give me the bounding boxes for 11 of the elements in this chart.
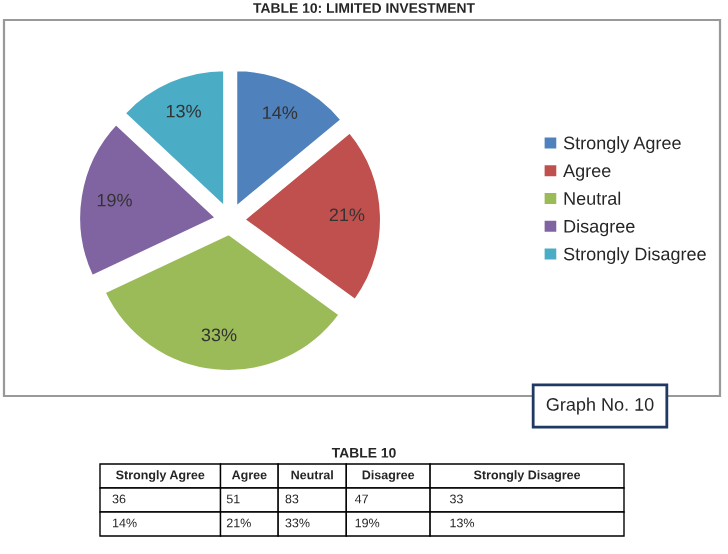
legend-label: Strongly Agree	[563, 136, 681, 153]
data-label: 14%	[263, 106, 298, 119]
legend-label: Strongly Disagree	[563, 247, 706, 264]
data-label: 19%	[97, 193, 132, 207]
legend-label: Neutral	[564, 191, 621, 205]
legend-label: Disagree	[564, 219, 635, 237]
data-label: 13%	[166, 104, 201, 118]
data-label: 33%	[201, 328, 237, 342]
text: Graph No. 10	[546, 397, 654, 415]
legend-label: Agree	[563, 164, 611, 181]
data-label: 21%	[329, 208, 365, 222]
